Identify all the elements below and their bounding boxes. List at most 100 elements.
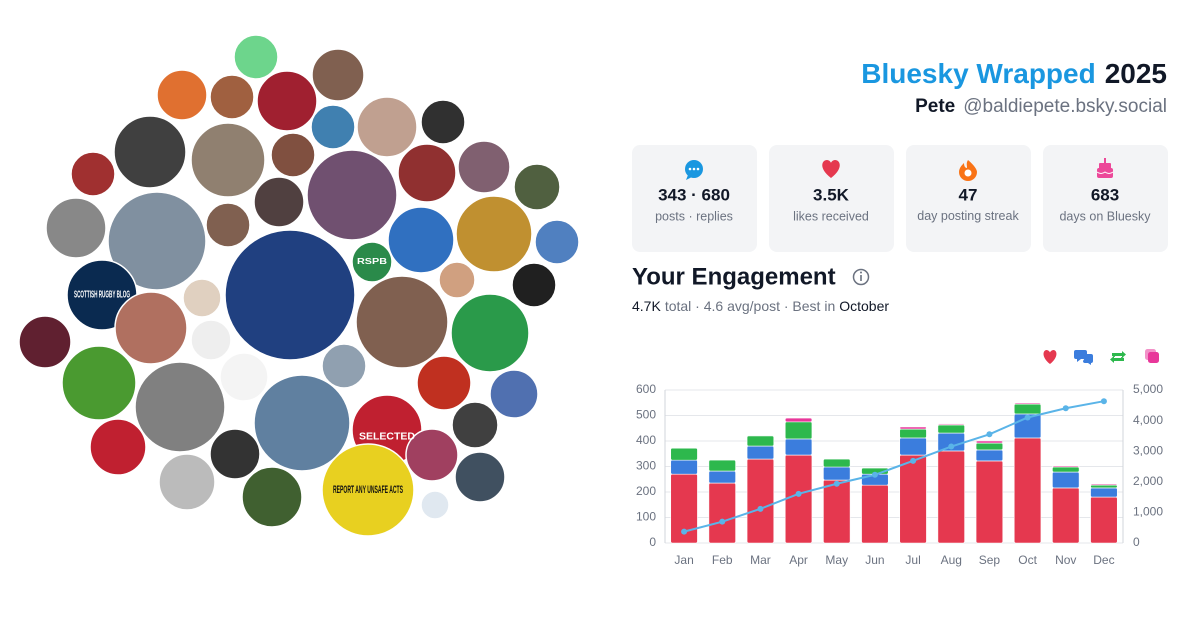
info-icon[interactable] [852,268,870,286]
bar-segment [1013,403,1042,415]
avatar [134,361,226,453]
cumulative-point [1024,414,1031,421]
avatar [209,428,261,480]
avatar [420,99,466,145]
y-tick-label: 300 [636,459,656,473]
title-year: 2025 [1105,58,1167,89]
avatar [450,293,530,373]
avatar [256,70,318,132]
bar-segment [784,438,813,456]
y-tick-label: 500 [636,408,656,422]
user-name: Pete [915,96,955,117]
bar-segment [975,449,1004,462]
cumulative-point [833,480,840,487]
bar-segment [784,421,813,440]
avatar-cluster: SCOTTISH RUGBY BLOG RSPB SELECTED REPORT AN… [18,34,580,537]
bar-segment [1013,437,1042,544]
summary-best: October [839,298,889,314]
user-handle: @baldiepete.bsky.social [963,96,1167,117]
avatar [455,195,533,273]
avatar [356,96,418,158]
stat-label: days on Bluesky [1059,209,1151,223]
bar-segment [975,440,1004,444]
avatar [511,262,557,308]
title-brand: Bluesky Wrapped [861,58,1095,89]
avatar [241,466,303,528]
bar-segment [823,458,851,468]
avatar [321,343,367,389]
stat-label-wrap: day posting streak [917,209,1018,223]
chart: 0 100 200 300 400 500 600 0 1,000 2,000 3,000 4,000… [636,382,1163,567]
y2-tick-label: 0 [1133,535,1140,549]
avatar [107,191,207,291]
avatar [209,74,255,120]
avatar [306,149,398,241]
legend-reply[interactable] [1074,350,1093,365]
legend-quote[interactable] [1148,352,1159,363]
avatar [45,197,107,259]
bar-segment [708,470,736,484]
bar-segment [975,460,1004,544]
stat-value: 47 [959,185,978,204]
cumulative-point [948,443,955,450]
bar-segment [899,428,927,439]
bar-segment [708,459,736,472]
bar-segment [1052,466,1080,473]
summary-total: 4.7K [632,298,661,314]
avatar [190,122,266,198]
x-tick-label: Jun [865,553,884,567]
bar-segment [937,450,965,544]
x-tick-label: Oct [1018,553,1037,567]
avatar [219,352,269,402]
bar-segment [1090,496,1118,544]
bar-segment [746,458,775,544]
bar-segment [746,445,775,460]
cumulative-point [681,528,688,535]
cumulative-point [910,457,917,464]
avatar [233,34,279,80]
stat-label: posts · replies [655,209,733,223]
stat-card [769,145,894,252]
avatar [156,69,208,121]
bar-segment [784,454,813,544]
cumulative-point [719,518,726,525]
avatar [114,291,188,365]
legend-like[interactable] [1043,350,1057,364]
avatar [190,319,232,361]
avatar [351,241,393,283]
bar-segment [1090,484,1118,489]
x-tick-label: Jul [905,553,920,567]
avatar [224,229,356,361]
avatar [89,418,147,476]
avatar-text: SCOTTISH RUGBY BLOG [74,290,130,301]
x-tick-label: Jan [674,553,693,567]
avatar-text: SELECTED [359,432,415,443]
cumulative-point [757,505,764,512]
avatar [18,315,72,369]
stat-value: 343 · 680 [658,185,730,204]
avatar [387,206,455,274]
stat-card [1043,145,1168,252]
bar-segment [746,435,775,447]
bar-segment [975,442,1004,451]
cumulative-point [1100,398,1107,405]
avatar [182,278,222,318]
x-tick-label: Aug [941,553,962,567]
avatar [205,202,251,248]
legend-repost[interactable] [1110,351,1126,363]
bar-segment [899,426,927,430]
bar-segment [899,437,927,456]
engagement-heading: Your Engagement [632,263,836,290]
x-tick-label: Nov [1055,553,1076,567]
avatar [397,143,457,203]
icon-flame [959,160,977,181]
avatar-text: RSPB [357,257,387,266]
bar-segment [1052,487,1080,544]
y-tick-label: 0 [649,535,656,549]
avatar [454,451,506,503]
avatar [113,115,187,189]
avatar [321,443,415,537]
title: Bluesky Wrapped 2025 [861,58,1167,89]
x-tick-label: Dec [1093,553,1114,567]
bar-segment [784,417,813,423]
